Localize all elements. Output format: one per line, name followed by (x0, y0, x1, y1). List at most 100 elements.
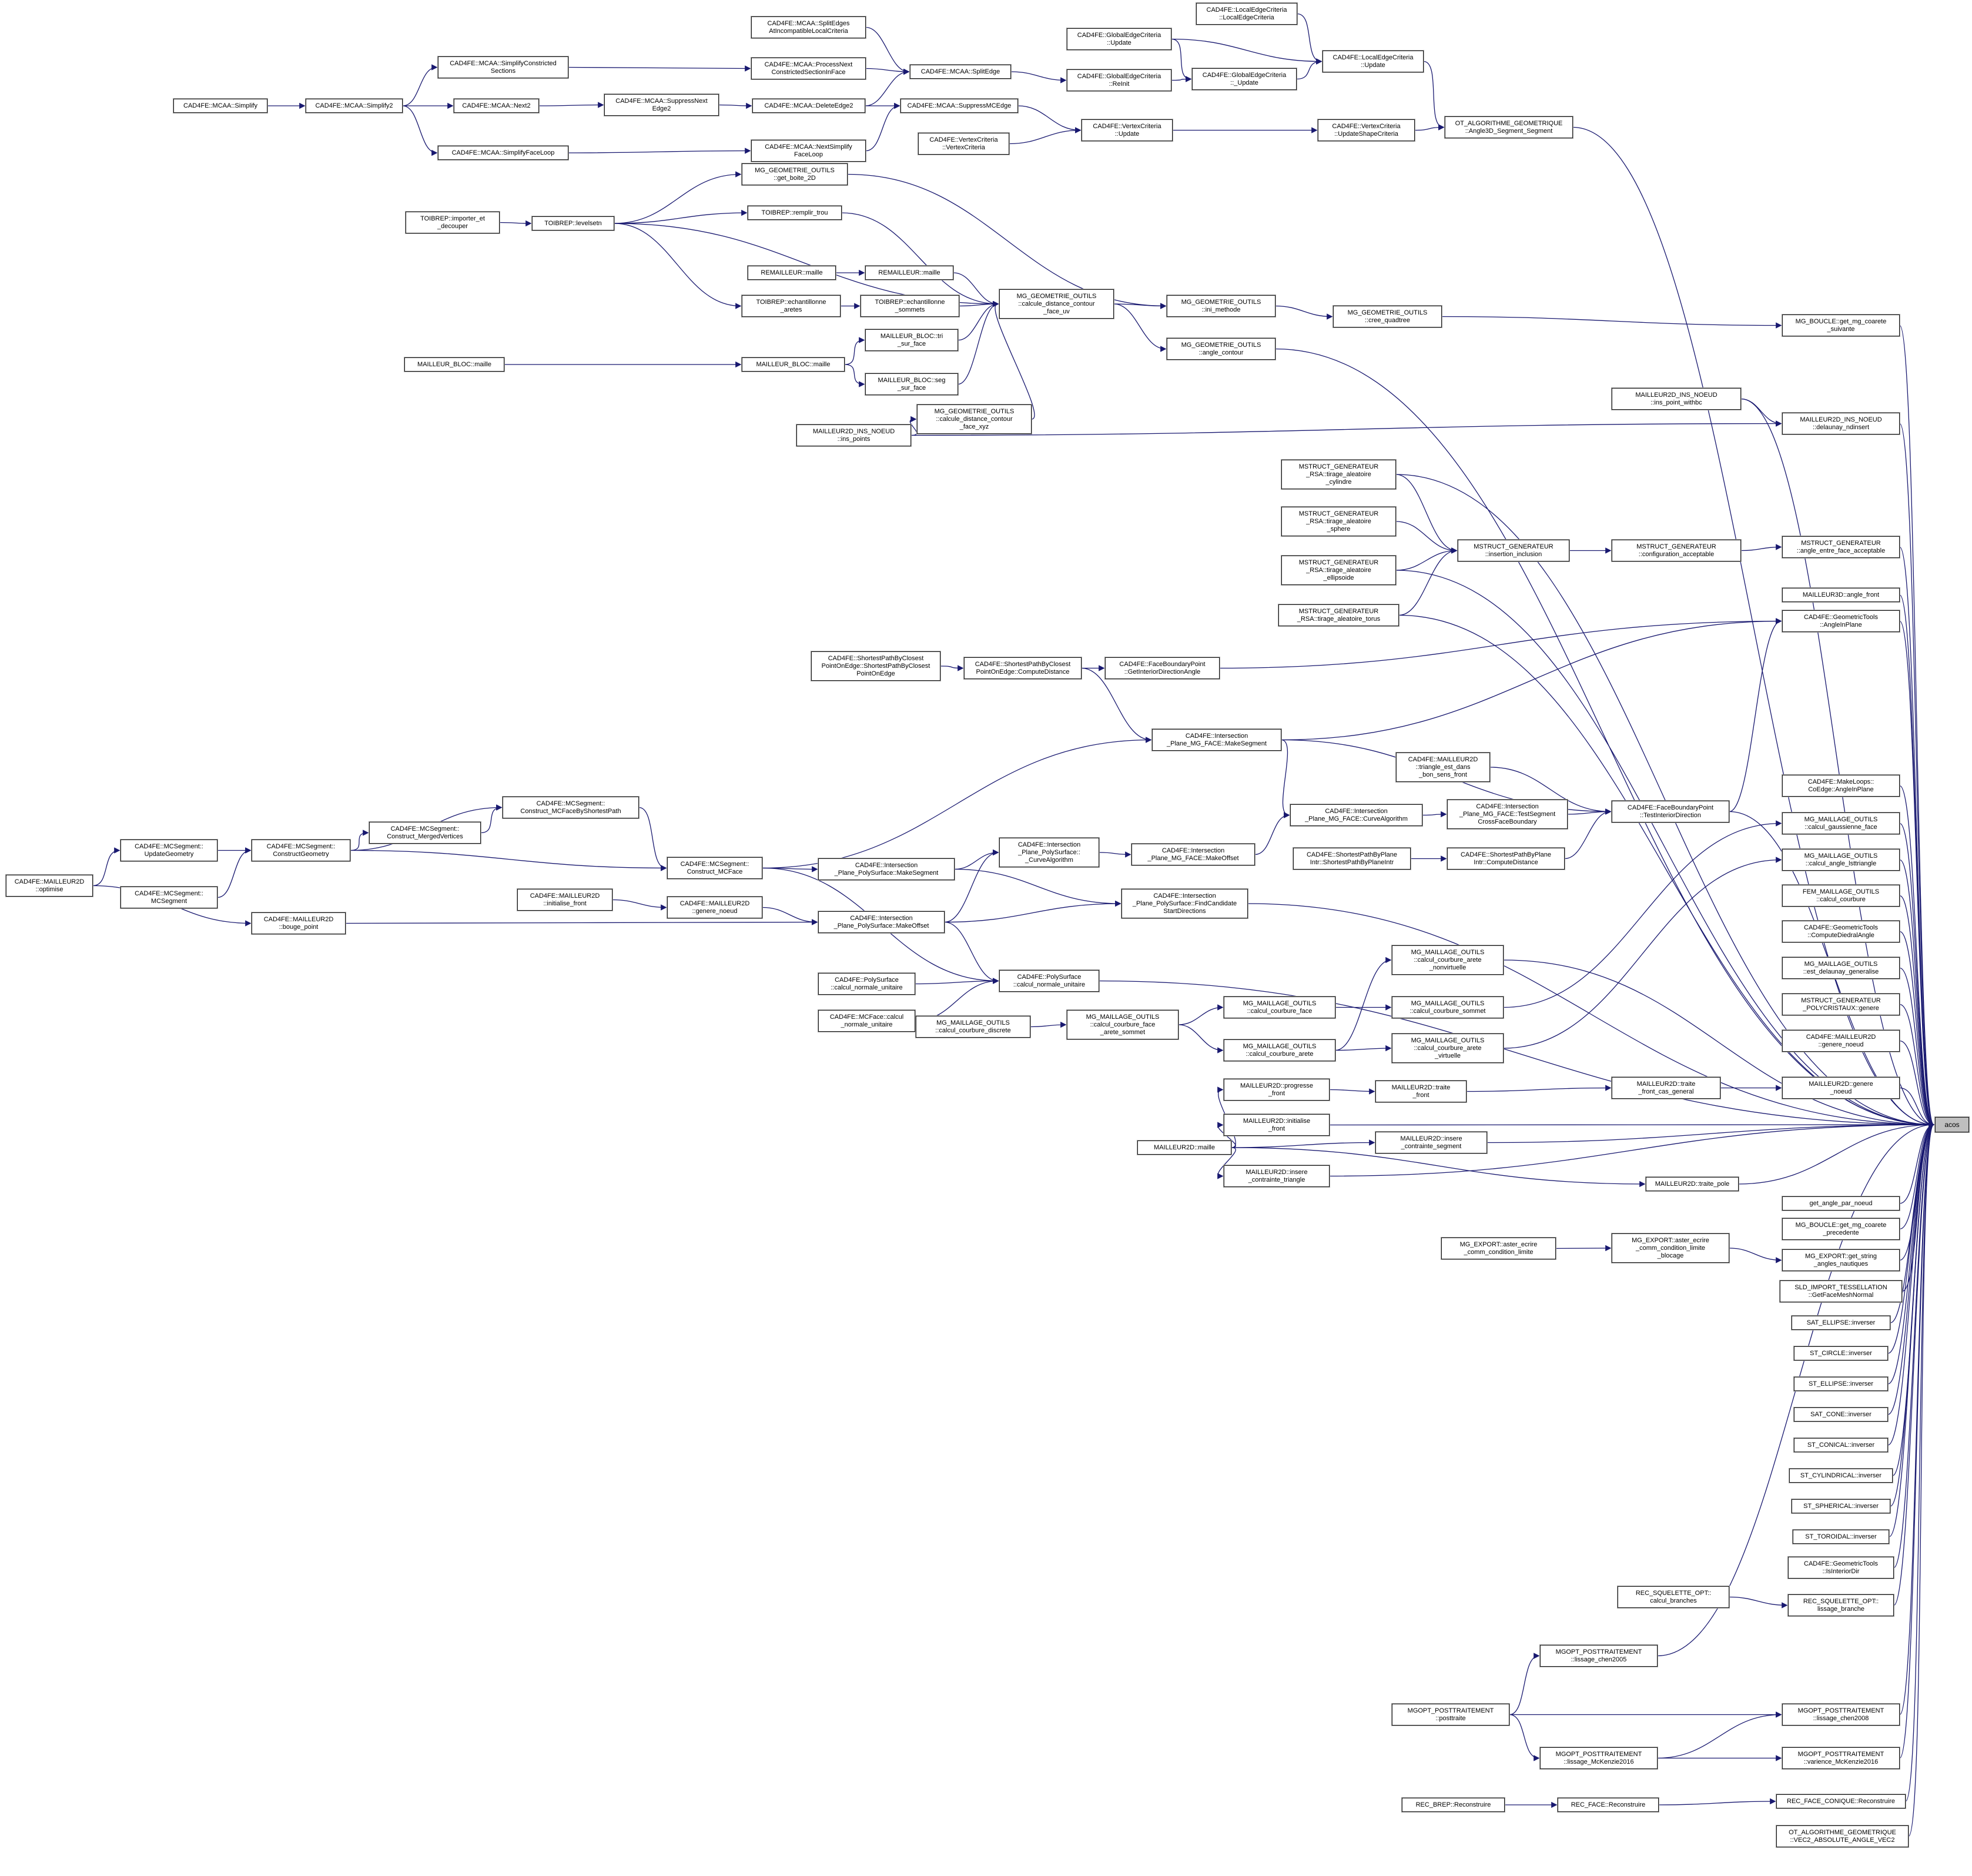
graph-node-tri_sur_face[interactable]: MAILLEUR_BLOC::tri _sur_face (865, 329, 959, 352)
graph-node-spbp_ctor[interactable]: CAD4FE::ShortestPathByPlane Intr::Shortes… (1293, 847, 1411, 870)
graph-node-find_candidate[interactable]: CAD4FE::Intersection _Plane_PolySurface::… (1121, 888, 1248, 919)
graph-node-gaussienne[interactable]: MG_MAILLAGE_OUTILS::calcul_gaussienne_fa… (1782, 812, 1900, 835)
graph-node-global_reinit[interactable]: CAD4FE::GlobalEdgeCriteria::ReInit (1066, 69, 1172, 92)
graph-node-coarete_precedente[interactable]: MG_BOUCLE::get_mg_coarete _precedente (1782, 1218, 1900, 1240)
graph-node-calc_dist_uv[interactable]: MG_GEOMETRIE_OUTILS::calcule_distance_co… (999, 289, 1114, 319)
graph-node-bloc_maille_r[interactable]: MAILLEUR_BLOC::maille (741, 357, 845, 372)
graph-node-progresse_front[interactable]: MAILLEUR2D::progresse _front (1223, 1078, 1330, 1101)
graph-node-calc_normale_l[interactable]: CAD4FE::PolySurface::calcul_normale_unit… (818, 972, 916, 995)
graph-node-seg_sur_face[interactable]: MAILLEUR_BLOC::seg _sur_face (865, 373, 959, 396)
graph-node-courbure_face[interactable]: MG_MAILLAGE_OUTILS::calcul_courbure_face (1223, 996, 1336, 1019)
graph-node-suppress_mcedge[interactable]: CAD4FE::MCAA::SuppressMCEdge (900, 98, 1019, 113)
graph-node-ini_methode[interactable]: MG_GEOMETRIE_OUTILS::ini_methode (1166, 295, 1276, 317)
graph-node-posttraite[interactable]: MGOPT_POSTTRAITEMENT::posttraite (1391, 1703, 1510, 1726)
graph-node-est_delaunay[interactable]: MG_MAILLAGE_OUTILS::est_delaunay_general… (1782, 957, 1900, 979)
graph-node-insere_triangle[interactable]: MAILLEUR2D::insere _contrainte_triangle (1223, 1165, 1330, 1188)
graph-node-initialise_front2[interactable]: MAILLEUR2D::initialise _front (1223, 1113, 1330, 1136)
graph-node-diedral[interactable]: CAD4FE::GeometricTools::ComputeDiedralAn… (1782, 920, 1900, 943)
graph-node-get_interior_angle[interactable]: CAD4FE::FaceBoundaryPoint::GetInteriorDi… (1104, 657, 1220, 680)
graph-node-maille2d[interactable]: MAILLEUR2D::maille (1137, 1140, 1232, 1155)
graph-node-suppress_next_edge2[interactable]: CAD4FE::MCAA::SuppressNext Edge2 (604, 93, 719, 116)
graph-node-bouge_point[interactable]: CAD4FE::MAILLEUR2D::bouge_point (251, 912, 346, 935)
graph-node-local_ctor[interactable]: CAD4FE::LocalEdgeCriteria::LocalEdgeCrit… (1196, 2, 1298, 25)
graph-node-construct_mcface[interactable]: CAD4FE::MCSegment:: Construct_MCFace (667, 857, 763, 880)
graph-node-curvealg_mgface[interactable]: CAD4FE::Intersection _Plane_MG_FACE::Curv… (1290, 804, 1423, 827)
graph-node-tirage_ellipsoide[interactable]: MSTRUCT_GENERATEUR _RSA::tirage_aleatoire… (1281, 555, 1397, 586)
graph-node-spbc_compute[interactable]: CAD4FE::ShortestPathByClosest PointOnEdge… (963, 657, 1082, 680)
graph-node-acos[interactable]: acos (1934, 1116, 1970, 1133)
graph-node-construct_merged[interactable]: CAD4FE::MCSegment:: Construct_MergedVerti… (369, 821, 481, 844)
graph-node-sat_cone[interactable]: SAT_CONE::inverser (1793, 1407, 1889, 1422)
graph-node-sld_import[interactable]: SLD_IMPORT_TESSELLATION::GetFaceMeshNorm… (1779, 1280, 1903, 1303)
graph-node-arete_virtuelle[interactable]: MG_MAILLAGE_OUTILS::calcul_courbure_aret… (1391, 1033, 1504, 1064)
graph-node-spbc_ctor[interactable]: CAD4FE::ShortestPathByClosest PointOnEdge… (811, 651, 941, 681)
graph-node-calc_normale_r[interactable]: CAD4FE::PolySurface::calcul_normale_unit… (999, 969, 1100, 992)
graph-node-genere_noeud_m2d[interactable]: MAILLEUR2D::genere _noeud (1782, 1076, 1900, 1099)
graph-node-ech_aretes[interactable]: TOIBREP::echantillonne _aretes (741, 295, 841, 317)
graph-node-calc_normale_mcface[interactable]: CAD4FE::MCFace::calcul _normale_unitaire (818, 1009, 916, 1032)
graph-node-courbure_sommet[interactable]: MG_MAILLAGE_OUTILS::calcul_courbure_somm… (1391, 996, 1504, 1019)
graph-node-curvealg_poly[interactable]: CAD4FE::Intersection _Plane_PolySurface::… (999, 837, 1100, 868)
graph-node-simplify_faceloop[interactable]: CAD4FE::MCAA::SimplifyFaceLoop (437, 145, 569, 160)
graph-node-mckenzie[interactable]: MGOPT_POSTTRAITEMENT::lissage_McKenzie20… (1539, 1747, 1658, 1770)
graph-node-traite_front[interactable]: MAILLEUR2D::traite _front (1375, 1080, 1467, 1103)
graph-node-calcul_branches[interactable]: REC_SQUELETTE_OPT:: calcul_branches (1617, 1586, 1730, 1609)
graph-node-aster_ecrire[interactable]: MG_EXPORT::aster_ecrire _comm_condition_l… (1441, 1237, 1556, 1260)
graph-node-delete_edge2[interactable]: CAD4FE::MCAA::DeleteEdge2 (752, 98, 866, 113)
graph-node-initialise_front_cad[interactable]: CAD4FE::MAILLEUR2D::initialise_front (517, 888, 613, 911)
graph-node-courbure_discrete[interactable]: MG_MAILLAGE_OUTILS::calcul_courbure_disc… (915, 1015, 1031, 1038)
graph-node-spbp_compute[interactable]: CAD4FE::ShortestPathByPlane Intr::Compute… (1447, 847, 1565, 870)
graph-node-lsttriangle[interactable]: MG_MAILLAGE_OUTILS::calcul_angle_lsttria… (1782, 848, 1900, 871)
graph-node-get_string[interactable]: MG_EXPORT::get_string _angles_nautiques (1782, 1249, 1900, 1272)
graph-node-chen2005[interactable]: MGOPT_POSTTRAITEMENT::lissage_chen2005 (1539, 1644, 1658, 1667)
graph-node-ot_angle3d[interactable]: OT_ALGORITHME_GEOMETRIQUE::Angle3D_Segme… (1444, 116, 1573, 139)
graph-node-calc_dist_xyz[interactable]: MG_GEOMETRIE_OUTILS::calcule_distance_co… (916, 404, 1032, 434)
graph-node-insere_segment[interactable]: MAILLEUR2D::insere _contrainte_segment (1375, 1131, 1488, 1154)
graph-node-simplify_constricted[interactable]: CAD4FE::MCAA::SimplifyConstricted Section… (437, 56, 569, 79)
graph-node-angle_front[interactable]: MAILLEUR3D::angle_front (1782, 587, 1900, 603)
graph-node-ins_points[interactable]: MAILLEUR2D_INS_NOEUD::ins_points (796, 424, 912, 447)
graph-node-angle_contour[interactable]: MG_GEOMETRIE_OUTILS::angle_contour (1166, 337, 1276, 360)
graph-node-construct_byshortest[interactable]: CAD4FE::MCSegment:: Construct_MCFaceBySho… (502, 796, 640, 819)
graph-node-make_offset_mgface[interactable]: CAD4FE::Intersection _Plane_MG_FACE::Make… (1131, 843, 1255, 866)
graph-node-ech_sommets[interactable]: TOIBREP::echantillonne _sommets (860, 295, 960, 317)
graph-node-rec_face[interactable]: REC_FACE::Reconstruire (1557, 1797, 1659, 1813)
graph-node-process_next[interactable]: CAD4FE::MCAA::ProcessNext ConstrictedSect… (751, 57, 866, 80)
graph-node-importer[interactable]: TOIBREP::importer_et _decouper (405, 211, 500, 234)
graph-node-get_boite[interactable]: MG_GEOMETRIE_OUTILS::get_boite_2D (741, 163, 848, 186)
graph-node-construct_geometry[interactable]: CAD4FE::MCSegment:: ConstructGeometry (251, 839, 351, 862)
graph-node-remailleur_l[interactable]: REMAILLEUR::maille (747, 265, 836, 280)
graph-node-aster_blocage[interactable]: MG_EXPORT::aster_ecrire _comm_condition_l… (1611, 1233, 1730, 1263)
graph-node-arete_nonvirtuelle[interactable]: MG_MAILLAGE_OUTILS::calcul_courbure_aret… (1391, 945, 1504, 975)
graph-node-optimise[interactable]: CAD4FE::MAILLEUR2D::optimise (5, 874, 93, 897)
graph-node-genere_noeud_cad[interactable]: CAD4FE::MAILLEUR2D::genere_noeud (667, 896, 763, 919)
graph-node-coarete_suivante[interactable]: MG_BOUCLE::get_mg_coarete _suivante (1782, 314, 1900, 337)
graph-node-bloc_maille_l[interactable]: MAILLEUR_BLOC::maille (404, 357, 505, 372)
graph-node-update_geometry[interactable]: CAD4FE::MCSegment:: UpdateGeometry (120, 839, 218, 862)
graph-node-local_update[interactable]: CAD4FE::LocalEdgeCriteria::Update (1322, 50, 1424, 73)
graph-node-angle_entre_face[interactable]: MSTRUCT_GENERATEUR::angle_entre_face_acc… (1782, 536, 1900, 559)
graph-node-fem_courbure[interactable]: FEM_MAILLAGE_OUTILS::calcul_courbure (1782, 884, 1900, 907)
graph-node-traite_pole[interactable]: MAILLEUR2D::traite_pole (1645, 1176, 1739, 1192)
graph-node-ins_point_withbc[interactable]: MAILLEUR2D_INS_NOEUD::ins_point_withbc (1611, 387, 1742, 410)
graph-node-split_edges_at[interactable]: CAD4FE::MCAA::SplitEdges AtIncompatibleLo… (751, 16, 866, 39)
graph-node-insertion_inclusion[interactable]: MSTRUCT_GENERATEUR::insertion_inclusion (1457, 539, 1570, 562)
graph-node-mcsegment[interactable]: CAD4FE::MCSegment:: MCSegment (120, 886, 218, 909)
graph-node-simplify[interactable]: CAD4FE::MCAA::Simplify (173, 98, 268, 113)
graph-node-lissage_branche[interactable]: REC_SQUELETTE_OPT:: lissage_branche (1787, 1594, 1894, 1617)
graph-node-remailleur_r[interactable]: REMAILLEUR::maille (865, 265, 954, 280)
graph-node-get_angle_par_noeud[interactable]: get_angle_par_noeud (1782, 1196, 1900, 1211)
graph-node-update_shape[interactable]: CAD4FE::VertexCriteria::UpdateShapeCrite… (1317, 119, 1415, 142)
graph-node-test_segment_cross[interactable]: CAD4FE::Intersection _Plane_MG_FACE::Test… (1447, 799, 1568, 830)
graph-node-st_toroidal[interactable]: ST_TOROIDAL::inverser (1792, 1529, 1890, 1544)
graph-node-test_interior_direction[interactable]: CAD4FE::FaceBoundaryPoint::TestInteriorD… (1611, 800, 1730, 823)
graph-node-is_interior_dir[interactable]: CAD4FE::GeometricTools::IsInteriorDir (1787, 1556, 1894, 1579)
graph-node-make_segment_poly[interactable]: CAD4FE::Intersection _Plane_PolySurface::… (818, 858, 955, 881)
graph-node-rec_conique[interactable]: REC_FACE_CONIQUE::Reconstruire (1776, 1794, 1906, 1809)
graph-node-global_update[interactable]: CAD4FE::GlobalEdgeCriteria::Update (1066, 28, 1172, 51)
graph-node-rec_brep[interactable]: REC_BREP::Reconstruire (1401, 1797, 1505, 1813)
graph-node-simplify2[interactable]: CAD4FE::MCAA::Simplify2 (305, 98, 403, 113)
graph-node-chen2008[interactable]: MGOPT_POSTTRAITEMENT::lissage_chen2008 (1782, 1703, 1900, 1726)
graph-node-next_simplify_faceloop[interactable]: CAD4FE::MCAA::NextSimplify FaceLoop (751, 139, 866, 162)
graph-node-makeloops[interactable]: CAD4FE::MakeLoops:: CoEdge::AngleInPlane (1782, 774, 1900, 797)
